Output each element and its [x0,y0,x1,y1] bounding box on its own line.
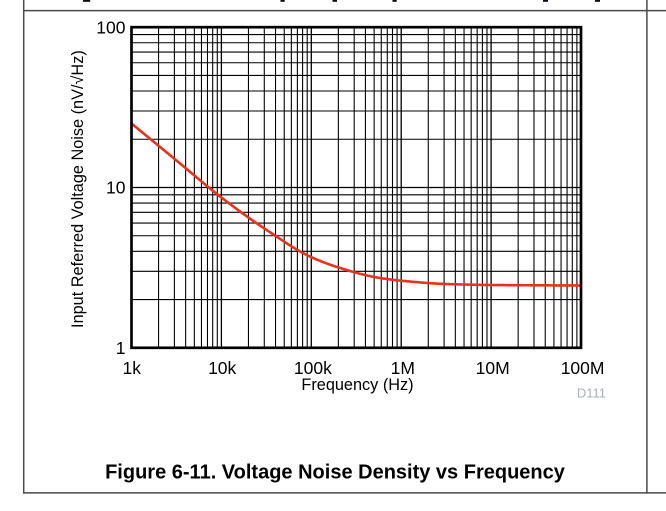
svg-text:D111: D111 [577,386,606,401]
svg-text:1: 1 [116,338,126,358]
svg-text:Figure 6-11. Voltage Noise Den: Figure 6-11. Voltage Noise Density vs Fr… [105,461,566,483]
svg-text:100: 100 [96,17,125,37]
svg-text:10k: 10k [208,358,236,378]
svg-text:100k: 100k [294,358,332,378]
svg-text:1k: 1k [123,358,142,378]
svg-text:Frequency (Hz): Frequency (Hz) [301,376,413,394]
svg-text:10: 10 [106,178,126,198]
svg-text:10M: 10M [476,358,510,378]
svg-text:1M: 1M [391,358,415,378]
svg-text:100M: 100M [561,358,605,378]
svg-text:Input Referred Voltage Noise (: Input Referred Voltage Noise (nV/√Hz) [69,50,87,328]
